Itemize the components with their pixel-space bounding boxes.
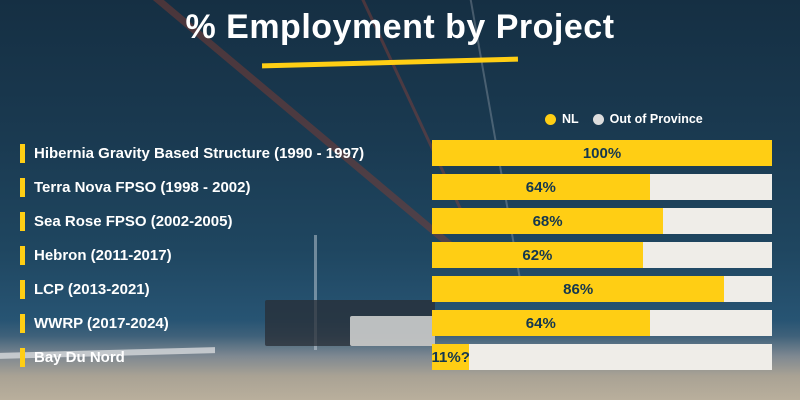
bar-track: 11%?	[432, 344, 772, 370]
bar-fill-nl: 11%?	[432, 344, 470, 370]
legend-out-of-province-dot-icon	[592, 113, 604, 125]
row-label-text: Hebron (2011-2017)	[34, 246, 172, 264]
chart-row: Terra Nova FPSO (1998 - 2002) 64%	[20, 174, 772, 200]
row-label: WWRP (2017-2024)	[20, 313, 432, 333]
bar-fill-nl: 86%	[432, 276, 725, 302]
row-label: Bay Du Nord	[20, 347, 432, 367]
truck-decoration	[350, 316, 435, 346]
bar-value-label: 100%	[582, 144, 622, 162]
row-label: Hebron (2011-2017)	[20, 245, 432, 265]
chart-row: WWRP (2017-2024) 64%	[20, 310, 772, 336]
light-pole-decoration	[314, 235, 317, 350]
label-accent-bar	[20, 347, 25, 367]
chart-row: Sea Rose FPSO (2002-2005) 68%	[20, 208, 772, 234]
row-label-text: Bay Du Nord	[34, 348, 125, 366]
label-accent-bar	[20, 279, 25, 299]
bar-chart: Hibernia Gravity Based Structure (1990 -…	[20, 140, 772, 378]
legend: NL Out of Province	[545, 112, 703, 126]
row-label-text: Sea Rose FPSO (2002-2005)	[34, 212, 233, 230]
bar-track: 68%	[432, 208, 772, 234]
bar-value-label: 64%	[525, 314, 556, 332]
bar-fill-nl: 68%	[432, 208, 664, 234]
bar-track: 86%	[432, 276, 772, 302]
bar-value-label: 86%	[563, 280, 594, 298]
legend-nl-label: NL	[562, 112, 579, 126]
row-label: Hibernia Gravity Based Structure (1990 -…	[20, 143, 432, 163]
bar-fill-nl: 100%	[432, 140, 772, 166]
label-accent-bar	[20, 177, 25, 197]
bar-track: 64%	[432, 310, 772, 336]
label-accent-bar	[20, 143, 25, 163]
bar-value-label: 64%	[525, 178, 556, 196]
chart-row: Bay Du Nord 11%?	[20, 344, 772, 370]
bar-value-label: 68%	[532, 212, 563, 230]
row-label: Sea Rose FPSO (2002-2005)	[20, 211, 432, 231]
row-label-text: WWRP (2017-2024)	[34, 314, 169, 332]
row-label-text: LCP (2013-2021)	[34, 280, 150, 298]
chart-row: Hibernia Gravity Based Structure (1990 -…	[20, 140, 772, 166]
label-accent-bar	[20, 211, 25, 231]
chart-row: Hebron (2011-2017) 62%	[20, 242, 772, 268]
label-accent-bar	[20, 313, 25, 333]
legend-nl-dot-icon	[545, 113, 556, 125]
label-accent-bar	[20, 245, 25, 265]
legend-out-of-province-label: Out of Province	[609, 112, 703, 126]
row-label-text: Hibernia Gravity Based Structure (1990 -…	[34, 144, 365, 162]
bar-fill-nl: 62%	[432, 242, 643, 268]
bar-track: 62%	[432, 242, 772, 268]
bar-track: 64%	[432, 174, 772, 200]
row-label: Terra Nova FPSO (1998 - 2002)	[20, 177, 432, 197]
bar-fill-nl: 64%	[432, 310, 650, 336]
row-label: LCP (2013-2021)	[20, 279, 432, 299]
chart-row: LCP (2013-2021) 86%	[20, 276, 772, 302]
row-label-text: Terra Nova FPSO (1998 - 2002)	[34, 178, 251, 196]
bar-track: 100%	[432, 140, 772, 166]
bar-fill-nl: 64%	[432, 174, 650, 200]
chart-title: % Employment by Project	[185, 8, 615, 46]
bar-value-label: 62%	[522, 246, 553, 264]
bar-value-label: 11%?	[432, 348, 470, 366]
